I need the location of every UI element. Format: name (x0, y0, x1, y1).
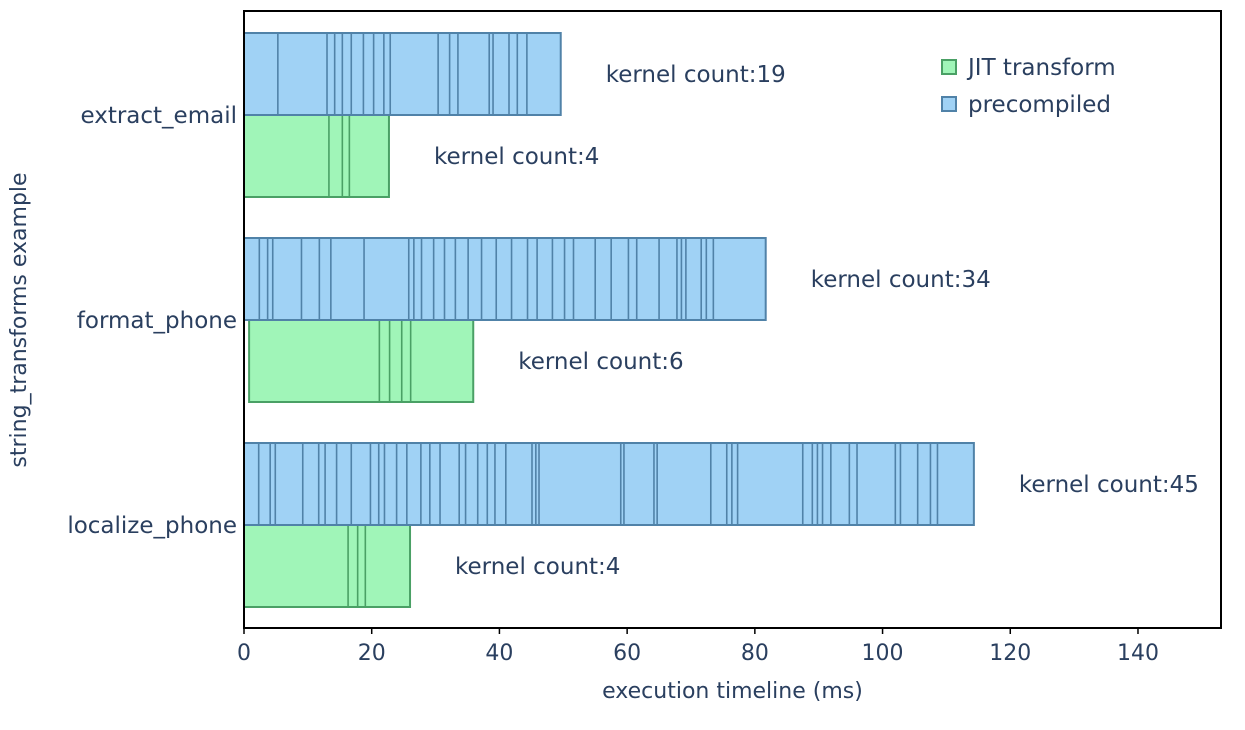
x-tick-label: 80 (741, 641, 769, 666)
precompiled-bar-localize_phone[interactable] (243, 442, 975, 526)
y-axis-title: string_transforms example (7, 172, 32, 467)
x-tick-label: 20 (358, 641, 386, 666)
jit-bar-localize_phone[interactable] (243, 524, 412, 608)
x-tick-label: 0 (237, 641, 251, 666)
legend-item-precompiled[interactable]: precompiled (941, 92, 1111, 118)
kernel-count-annotation: kernel count:19 (606, 62, 786, 88)
plot-frame (243, 10, 1222, 629)
bar-segment[interactable] (243, 442, 975, 526)
precompiled-bar-extract_email[interactable] (243, 32, 562, 116)
legend-label: JIT transform (966, 55, 1116, 81)
y-tick-label: format_phone (77, 308, 237, 334)
y-tick-label: localize_phone (67, 513, 237, 539)
x-axis-title: execution timeline (ms) (602, 679, 863, 704)
legend-label: precompiled (968, 92, 1111, 118)
kernel-count-annotation: kernel count:34 (811, 267, 991, 293)
precompiled-bar-format_phone[interactable] (243, 237, 767, 321)
kernel-count-annotation: kernel count:6 (518, 349, 683, 375)
legend-item-jit-transform[interactable]: JIT transform (941, 55, 1116, 81)
jit-bar-format_phone[interactable] (248, 319, 475, 403)
legend-swatch (941, 96, 957, 112)
bar-segment[interactable] (243, 524, 412, 608)
y-axis: extract_email format_phone localize_phone (67, 103, 237, 539)
x-tick-label: 120 (989, 641, 1031, 666)
x-tick-label: 60 (613, 641, 641, 666)
bar-segment[interactable] (243, 32, 562, 116)
bars-layer (243, 32, 975, 608)
x-tick-label: 40 (485, 641, 513, 666)
kernel-count-annotation: kernel count:45 (1019, 472, 1199, 498)
annotations-layer: kernel count:4 kernel count:6 kernel count… (434, 62, 1199, 580)
bar-segment[interactable] (243, 237, 767, 321)
legend[interactable]: JIT transform precompiled (941, 55, 1116, 118)
x-axis: 0 20 40 60 80 100 120 140 (237, 628, 1159, 666)
x-tick-label: 100 (862, 641, 904, 666)
legend-swatch (941, 59, 957, 75)
bar-segment[interactable] (248, 319, 475, 403)
bar-segment[interactable] (243, 114, 390, 198)
jit-bar-extract_email[interactable] (243, 114, 390, 198)
y-tick-label: extract_email (80, 103, 237, 129)
kernel-count-annotation: kernel count:4 (455, 554, 620, 580)
kernel-count-annotation: kernel count:4 (434, 144, 599, 170)
x-tick-label: 140 (1117, 641, 1159, 666)
